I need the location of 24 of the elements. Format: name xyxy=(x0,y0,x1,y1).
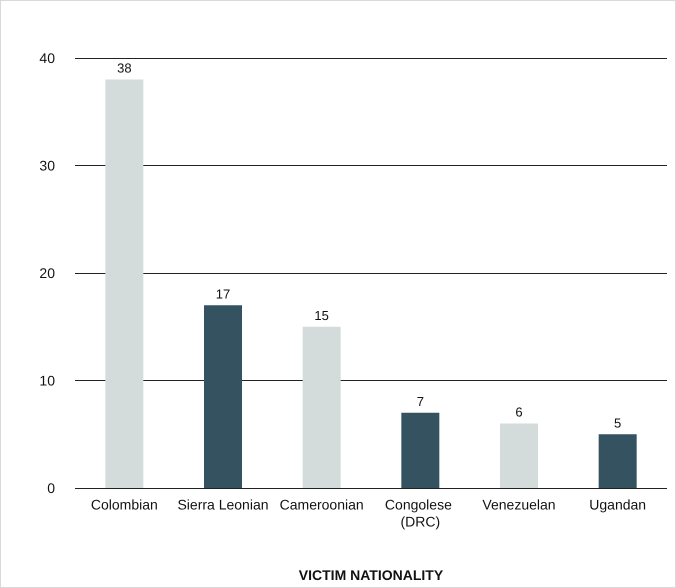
data-label: 17 xyxy=(216,286,230,302)
data-label: 38 xyxy=(117,60,132,76)
x-tick-label: Sierra Leonian xyxy=(177,496,269,512)
bar xyxy=(500,424,538,488)
y-tick-label: 40 xyxy=(39,50,56,66)
data-label: 6 xyxy=(515,404,523,420)
x-tick-label: Colombian xyxy=(90,496,158,512)
bar xyxy=(401,412,440,488)
x-tick-label: Ugandan xyxy=(589,496,646,512)
bar xyxy=(204,305,242,488)
x-tick-label: Congolese (DRC) xyxy=(384,496,456,530)
data-label: 15 xyxy=(314,308,329,323)
bar xyxy=(598,434,637,488)
y-tick-label: 20 xyxy=(39,265,56,281)
y-tick-label: 0 xyxy=(47,480,56,496)
x-tick-label: Cameroonian xyxy=(280,496,364,512)
bar xyxy=(105,80,144,488)
data-label: 7 xyxy=(416,394,424,409)
y-tick-label: 10 xyxy=(39,372,56,388)
bar xyxy=(302,326,341,488)
x-tick-label: Venezuelan xyxy=(482,496,556,512)
y-tick-label: 30 xyxy=(39,158,56,174)
x-axis-title: VICTIM NATIONALITY xyxy=(298,567,444,583)
data-label: 5 xyxy=(614,415,622,430)
